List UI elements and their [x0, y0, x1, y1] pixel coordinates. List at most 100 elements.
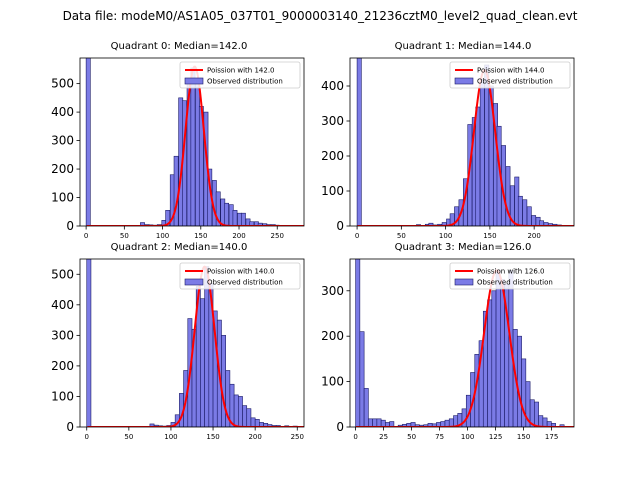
histogram-bar	[534, 401, 539, 427]
x-tick-label: 100	[156, 232, 169, 240]
histogram-bar	[233, 394, 239, 427]
histogram-bar	[200, 298, 205, 427]
histogram-bar	[487, 299, 493, 427]
histogram-bar	[368, 418, 373, 427]
poisson-curve	[355, 269, 574, 427]
histogram-bar	[86, 259, 92, 427]
y-tick-label: 500	[51, 77, 74, 91]
x-tick-label: 0	[353, 433, 357, 441]
legend: Poission with 144.0 Observed distribution	[449, 61, 571, 89]
histogram-bar	[246, 408, 252, 427]
y-tick-label: 200	[51, 162, 74, 176]
x-tick-label: 150	[206, 433, 219, 441]
x-tick-label: 50	[397, 232, 406, 240]
panel-title: Quadrant 2: Median=140.0	[111, 242, 248, 253]
poisson-curve	[87, 265, 304, 427]
histogram-bar	[215, 191, 221, 226]
y-tick-label: 400	[321, 79, 344, 93]
histogram-bar	[522, 199, 528, 226]
panel-title: Quadrant 0: Median=142.0	[111, 41, 248, 52]
histogram-bar	[538, 415, 544, 427]
histogram-bar	[499, 279, 505, 427]
legend-box	[449, 61, 571, 89]
y-tick-label: 300	[51, 328, 74, 342]
legend-bars-label: Observed distribution	[477, 78, 553, 86]
histogram-bar	[380, 419, 386, 427]
legend-bars-swatch	[454, 77, 474, 85]
y-tick-label: 500	[51, 267, 74, 281]
x-tick-label: 150	[483, 232, 496, 240]
axes-frame	[79, 57, 305, 227]
y-tick-label: 300	[321, 114, 344, 128]
histogram-bar	[190, 67, 196, 226]
histogram-bar	[85, 58, 91, 226]
x-tick-label: 0	[84, 232, 88, 240]
y-tick-label: 200	[321, 149, 344, 163]
y-tick-label: 0	[66, 219, 74, 233]
histogram-bar	[242, 405, 248, 427]
legend-bars-swatch	[454, 278, 474, 286]
x-tick-label: 125	[489, 433, 502, 441]
panel-title: Quadrant 3: Median=126.0	[395, 242, 532, 253]
panel-quadrant-2: Quadrant 2: Median=140.0 0 50 100 150 200 250…	[51, 242, 305, 441]
x-tick-label: 250	[291, 433, 304, 441]
x-tick-label: 175	[545, 433, 558, 441]
histogram-bar	[491, 290, 497, 427]
legend-box	[179, 61, 301, 89]
histogram-bar	[356, 58, 362, 226]
y-tick-label: 0	[336, 219, 344, 233]
histogram-bar	[241, 212, 246, 226]
y-tick-label: 200	[51, 359, 74, 373]
y-tick-label: 100	[321, 184, 344, 198]
legend-bars-label: Observed distribution	[207, 279, 283, 287]
x-tick-label: 50	[120, 232, 129, 240]
histogram-bar	[224, 202, 229, 226]
axes-frame	[349, 57, 575, 227]
poisson-curve	[357, 69, 574, 226]
legend-curve-label: Poission with 140.0	[207, 268, 275, 276]
y-tick-label: 300	[321, 284, 344, 298]
y-tick-label: 300	[51, 134, 74, 148]
histogram-bar	[542, 417, 548, 427]
histogram-bar	[204, 266, 210, 427]
y-tick-label: 100	[51, 389, 74, 403]
legend: Poission with 142.0 Observed distribution	[179, 61, 301, 89]
y-tick-label: 400	[51, 105, 74, 119]
legend-curve-label: Poission with 144.0	[477, 67, 545, 75]
legend: Poission with 126.0 Observed distribution	[449, 262, 571, 290]
y-tick-label: 100	[321, 375, 344, 389]
x-tick-label: 100	[439, 232, 452, 240]
histogram-bar	[372, 418, 378, 427]
histogram-bar	[238, 396, 243, 427]
legend: Poission with 140.0 Observed distribution	[179, 262, 301, 290]
y-tick-label: 0	[66, 420, 74, 434]
x-tick-label: 75	[435, 433, 444, 441]
x-tick-label: 200	[232, 232, 245, 240]
x-tick-label: 50	[124, 433, 133, 441]
legend-bars-label: Observed distribution	[207, 78, 283, 86]
x-tick-label: 100	[164, 433, 177, 441]
histogram-bar	[250, 417, 256, 427]
panel-title: Quadrant 1: Median=144.0	[395, 41, 532, 52]
histogram-bar	[517, 195, 523, 226]
x-tick-label: 150	[194, 232, 207, 240]
legend-bars-label: Observed distribution	[477, 279, 553, 287]
legend-curve-label: Poission with 126.0	[477, 268, 545, 276]
histogram-bar	[526, 206, 532, 226]
x-tick-label: 200	[527, 232, 540, 240]
histogram-bar	[495, 270, 501, 427]
histogram-bar	[479, 78, 485, 226]
axes-frame	[79, 258, 305, 428]
x-tick-label: 0	[355, 232, 359, 240]
legend-box	[179, 262, 301, 290]
x-tick-label: 200	[248, 433, 261, 441]
histogram-bar	[221, 335, 226, 427]
panel-quadrant-0: Quadrant 0: Median=142.0 0 50 100 150 200 250…	[51, 41, 305, 240]
figure-suptitle: Data file: modeM0/AS1A05_037T01_90000031…	[63, 9, 578, 23]
histogram-bar	[140, 222, 145, 226]
y-tick-label: 100	[51, 191, 74, 205]
histogram-bar	[559, 424, 565, 427]
histogram-bar	[363, 388, 369, 427]
legend-curve-label: Poission with 142.0	[207, 67, 275, 75]
